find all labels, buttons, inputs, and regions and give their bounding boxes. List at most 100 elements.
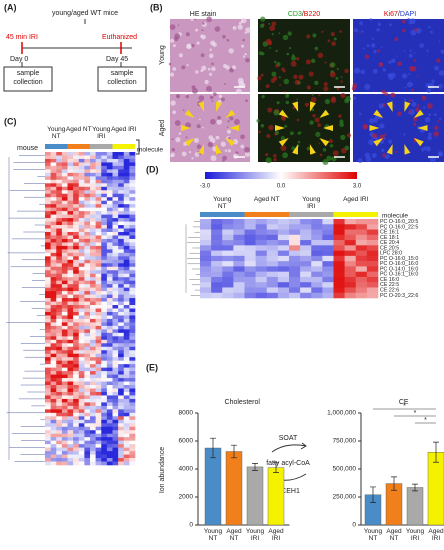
heat-cell <box>61 322 68 327</box>
texture <box>354 28 358 33</box>
heat-cell <box>311 271 323 278</box>
heat-cell <box>78 360 85 365</box>
heat-cell <box>112 409 119 414</box>
heat-cell <box>61 329 68 334</box>
y-tick-label: 0 <box>189 522 193 529</box>
heat-cell <box>222 271 234 278</box>
heat-cell <box>118 426 125 431</box>
micrographs <box>168 16 444 165</box>
heat-cell <box>56 367 63 372</box>
texture <box>200 34 204 38</box>
heat-cell <box>73 263 80 268</box>
heat-cell <box>90 291 96 295</box>
heat-cell <box>56 409 63 414</box>
heat-cell <box>61 339 68 344</box>
heat-cell <box>90 179 96 184</box>
heat-cell <box>118 263 125 268</box>
heat-cell <box>95 266 102 271</box>
heat-cell <box>84 360 91 365</box>
heat-cell <box>95 350 102 355</box>
heat-cell <box>95 426 102 431</box>
heat-cell <box>61 259 68 264</box>
texture <box>436 58 441 63</box>
texture <box>209 48 212 51</box>
texture <box>170 152 175 157</box>
heat-cell <box>73 225 80 229</box>
texture <box>244 31 247 35</box>
heat-cell <box>45 277 51 281</box>
heat-cell <box>84 270 91 275</box>
heat-cell <box>118 444 125 448</box>
texture <box>282 69 286 73</box>
heat-cell <box>50 301 57 306</box>
texture <box>232 26 237 30</box>
texture <box>275 49 278 53</box>
heat-cell <box>73 179 80 184</box>
texture <box>269 47 271 49</box>
heat-cell <box>67 165 74 170</box>
heat-cell <box>112 197 119 201</box>
heat-cell <box>84 409 91 414</box>
heat-cell <box>118 298 125 302</box>
heat-cell <box>200 287 212 294</box>
heat-cell <box>95 378 102 382</box>
heat-cell <box>84 280 91 285</box>
heat-cell <box>106 311 113 316</box>
group-label-box: Aged NT <box>254 196 280 203</box>
heat-cell <box>311 282 323 288</box>
heat-cell <box>106 228 113 233</box>
group-label: Aged NT <box>65 126 92 133</box>
heat-cell <box>112 301 119 306</box>
heat-cell <box>84 172 91 177</box>
texture <box>272 154 277 158</box>
heat-cell <box>95 252 102 257</box>
heat-cell <box>118 458 125 462</box>
heat-cell <box>366 234 379 241</box>
heat-cell <box>50 350 57 355</box>
texture <box>409 49 412 52</box>
heat-cell <box>56 235 63 240</box>
heat-cell <box>344 250 357 257</box>
texture <box>346 133 352 138</box>
texture <box>222 34 226 39</box>
heat-cell <box>84 305 91 309</box>
texture <box>389 23 392 27</box>
heat-cell <box>95 162 102 167</box>
heat-cell <box>45 461 51 466</box>
heat-cell <box>50 332 57 337</box>
heat-cell <box>123 339 130 344</box>
heat-cell <box>106 433 113 438</box>
heat-cell <box>112 176 119 181</box>
heat-cell <box>61 284 68 288</box>
heat-cell <box>67 440 74 445</box>
heat-cell <box>45 197 51 201</box>
heat-cell <box>101 249 108 254</box>
heat-cell <box>366 229 379 236</box>
texture <box>382 153 387 158</box>
heat-cell <box>50 249 57 254</box>
heat-cell <box>95 249 102 254</box>
arrowhead <box>404 101 411 112</box>
heat-cell <box>61 179 68 184</box>
heat-cell <box>56 447 63 452</box>
heat-cell <box>112 165 119 170</box>
heat-cell <box>129 419 136 424</box>
heat-cell <box>95 339 102 344</box>
heat-cell <box>61 402 68 407</box>
heat-cell <box>90 357 96 361</box>
heat-cell <box>61 343 68 348</box>
texture <box>417 104 420 107</box>
heat-cell <box>106 315 113 320</box>
heat-cell <box>129 398 136 403</box>
heat-cell <box>67 385 74 389</box>
heat-cell <box>73 353 80 358</box>
heat-cell <box>61 270 68 275</box>
heat-cell <box>67 353 74 358</box>
heat-cell <box>84 374 91 379</box>
heat-cell <box>123 211 130 215</box>
heat-cell <box>90 287 96 292</box>
heat-cell <box>95 190 102 195</box>
heat-cell <box>45 305 51 309</box>
heat-cell <box>90 454 96 459</box>
arrowhead <box>386 144 393 155</box>
